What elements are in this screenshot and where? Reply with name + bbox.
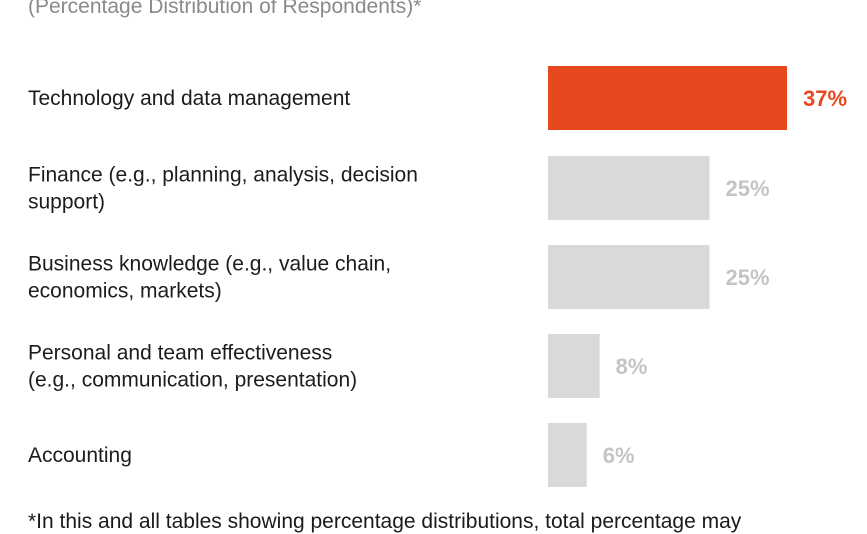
category-label-3: Personal and team effectiveness (e.g., co… — [28, 342, 357, 392]
bar-1 — [548, 156, 710, 220]
category-label-3-line-0: Personal and team effectiveness — [28, 342, 332, 365]
chart-footnote: *In this and all tables showing percenta… — [28, 510, 742, 533]
bar-0 — [548, 66, 787, 130]
value-label-3: 8% — [616, 354, 648, 379]
category-label-1: Finance (e.g., planning, analysis, decis… — [28, 164, 418, 214]
category-label-4-line-0: Accounting — [28, 444, 132, 467]
bar-3 — [548, 334, 600, 398]
value-label-4: 6% — [603, 443, 635, 468]
value-label-2: 25% — [725, 265, 769, 290]
category-label-2: Business knowledge (e.g., value chain, ec… — [28, 253, 391, 303]
category-label-4: Accounting — [28, 444, 132, 467]
category-label-2-line-1: economics, markets) — [28, 280, 222, 303]
category-label-1-line-0: Finance (e.g., planning, analysis, decis… — [28, 164, 418, 187]
category-label-0-line-0: Technology and data management — [28, 87, 350, 110]
chart-subtitle: (Percentage Distribution of Respondents)… — [28, 0, 422, 18]
category-label-2-line-0: Business knowledge (e.g., value chain, — [28, 253, 391, 276]
bar-4 — [548, 423, 587, 487]
category-label-3-line-1: (e.g., communication, presentation) — [28, 369, 357, 392]
category-label-1-line-1: support) — [28, 191, 105, 214]
category-label-0: Technology and data management — [28, 87, 350, 110]
value-label-0: 37% — [803, 86, 847, 111]
bar-2 — [548, 245, 710, 309]
value-label-1: 25% — [725, 176, 769, 201]
